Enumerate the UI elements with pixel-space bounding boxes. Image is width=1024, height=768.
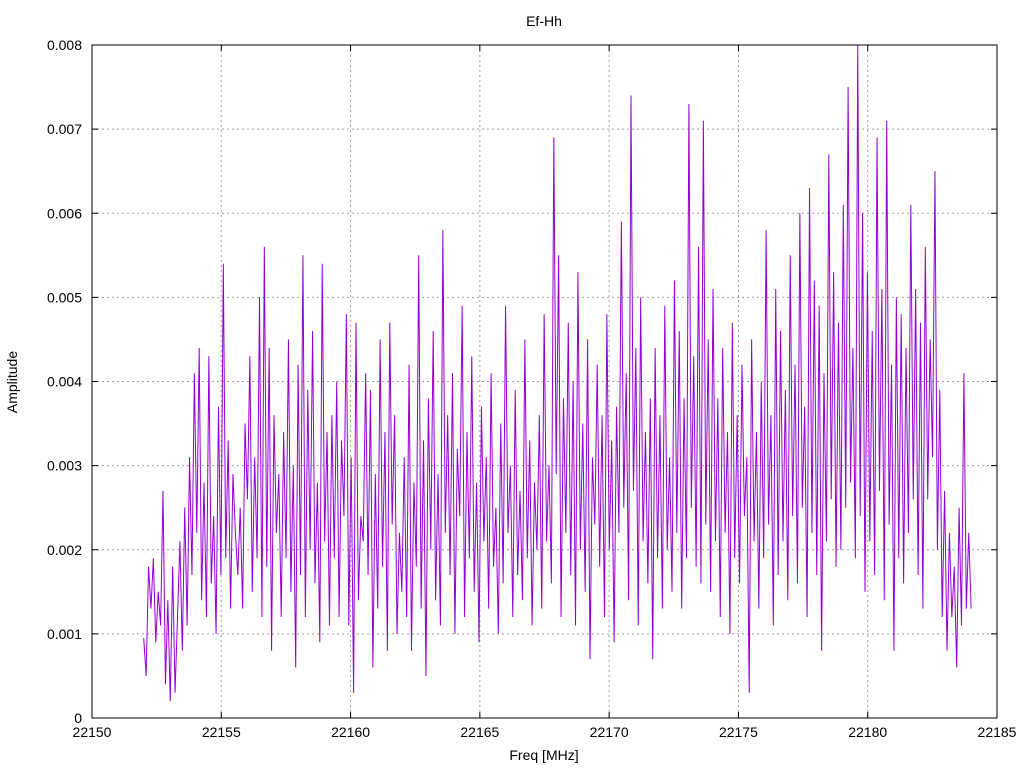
y-tick-label: 0.001 xyxy=(47,626,82,642)
y-tick-label: 0.004 xyxy=(47,374,82,390)
x-tick-label: 22170 xyxy=(590,724,629,740)
grid-lines xyxy=(92,45,997,718)
x-tick-label: 22150 xyxy=(73,724,112,740)
y-tick-label: 0 xyxy=(74,710,82,726)
y-tick-label: 0.005 xyxy=(47,289,82,305)
y-tick-label: 0.007 xyxy=(47,121,82,137)
plot-area xyxy=(143,44,972,702)
x-tick-label: 22155 xyxy=(202,724,241,740)
x-axis-label: Freq [MHz] xyxy=(509,747,578,763)
x-tick-label: 22185 xyxy=(978,724,1017,740)
y-tick-labels: 0 0.001 0.002 0.003 0.004 0.005 0.006 0.007 0.00… xyxy=(47,37,82,726)
x-tick-label: 22175 xyxy=(719,724,758,740)
plot-frame xyxy=(91,44,998,719)
chart-title: Ef-Hh xyxy=(526,13,562,29)
y-tick-label: 0.008 xyxy=(47,37,82,53)
y-tick-label: 0.003 xyxy=(47,458,82,474)
x-tick-label: 22180 xyxy=(848,724,887,740)
series-line xyxy=(143,44,972,702)
y-tick-label: 0.006 xyxy=(47,205,82,221)
x-tick-label: 22165 xyxy=(460,724,499,740)
y-axis-label: Amplitude xyxy=(4,351,20,413)
y-tick-label: 0.002 xyxy=(47,542,82,558)
x-tick-labels: 22150 22155 22160 22165 22170 22175 22180 22185 xyxy=(73,724,1017,740)
x-tick-label: 22160 xyxy=(331,724,370,740)
